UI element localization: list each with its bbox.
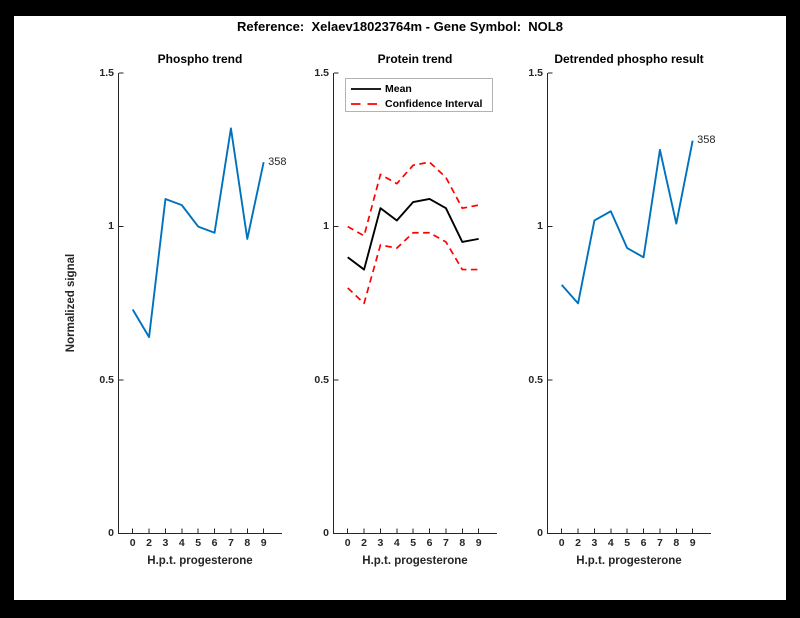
x-tick-label: 0 [344, 537, 351, 549]
protein-trend-plot [333, 72, 497, 534]
cluster-end-label: 358 [268, 155, 287, 168]
x-tick-label: 7 [442, 537, 449, 549]
x-tick-label: 3 [591, 537, 598, 549]
cluster-end-label: 358 [697, 134, 716, 147]
matlab-figure: Reference: Xelaev18023764m - Gene Symbol… [14, 16, 786, 600]
y-tick-label: 1 [108, 220, 114, 233]
legend-label-mean: Mean [385, 82, 412, 95]
x-tick-label: 9 [689, 537, 696, 549]
y-tick-label: 0.5 [314, 373, 329, 386]
legend: Mean Confidence Interval [345, 78, 493, 112]
subplot-detrended-phospho: Detrended phospho result H.p.t. progeste… [528, 52, 715, 567]
x-axis-label: H.p.t. progesterone [362, 555, 468, 567]
series-line-confidence-interval-upper [347, 161, 479, 237]
plot-title-phospho: Phospho trend [157, 52, 243, 66]
legend-entry-confidence-interval: Confidence Interval [351, 96, 492, 111]
x-axis-label: H.p.t. progesterone [147, 555, 253, 567]
series-line-detrended-phospho-signal [560, 140, 694, 305]
mean-line-swatch-icon [351, 87, 381, 90]
y-tick-label: 1.5 [99, 66, 114, 79]
x-tick-label: 4 [178, 537, 185, 549]
y-axis-label: Normalized signal [65, 253, 77, 353]
subplot-protein-trend: Protein trend Mean Confidence Interval H… [314, 52, 497, 567]
x-tick-label: 2 [575, 537, 581, 549]
y-tick-label: 0 [323, 527, 329, 539]
x-tick-label: 9 [475, 537, 482, 549]
x-tick-label: 9 [260, 537, 267, 549]
x-tick-label: 5 [195, 537, 202, 549]
ci-dashed-line-swatch-icon [351, 102, 381, 105]
x-tick-label: 6 [640, 537, 647, 549]
legend-entry-mean: Mean [351, 81, 492, 96]
x-tick-label: 4 [393, 537, 400, 549]
phospho-trend-plot [118, 72, 282, 534]
plot-title-detrended: Detrended phospho result [554, 52, 704, 66]
y-tick-label: 1.5 [314, 66, 329, 79]
series-line-confidence-interval-lower [347, 231, 479, 305]
x-tick-label: 8 [673, 537, 680, 549]
y-tick-label: 1 [323, 220, 329, 233]
x-tick-label: 7 [227, 537, 234, 549]
series-line-phospho-signal [131, 127, 265, 339]
x-tick-label: 6 [426, 537, 433, 549]
y-tick-label: 0.5 [99, 373, 114, 386]
detrended-phospho-plot [547, 72, 711, 534]
x-tick-label: 2 [361, 537, 367, 549]
y-tick-label: 1 [537, 220, 543, 233]
figure-title: Reference: Xelaev18023764m - Gene Symbol… [237, 19, 563, 34]
y-tick-label: 0 [108, 527, 114, 539]
y-tick-label: 0 [537, 527, 543, 539]
x-tick-label: 8 [459, 537, 466, 549]
y-tick-label: 1.5 [528, 66, 543, 79]
x-tick-label: 8 [244, 537, 251, 549]
y-tick-label: 0.5 [528, 373, 543, 386]
x-axis-label: H.p.t. progesterone [576, 555, 682, 567]
plot-title-protein: Protein trend [377, 52, 453, 66]
x-tick-label: 7 [656, 537, 663, 549]
x-tick-label: 3 [162, 537, 169, 549]
x-tick-label: 5 [410, 537, 417, 549]
x-tick-label: 3 [377, 537, 384, 549]
x-tick-label: 6 [211, 537, 218, 549]
series-line-mean [347, 198, 479, 271]
subplot-phospho-trend: Phospho trend Normalized signal H.p.t. p… [65, 52, 287, 567]
legend-label-confidence-interval: Confidence Interval [385, 97, 483, 110]
x-tick-label: 0 [558, 537, 565, 549]
x-tick-label: 0 [129, 537, 136, 549]
x-tick-label: 5 [624, 537, 631, 549]
x-tick-label: 2 [146, 537, 152, 549]
x-tick-label: 4 [607, 537, 614, 549]
